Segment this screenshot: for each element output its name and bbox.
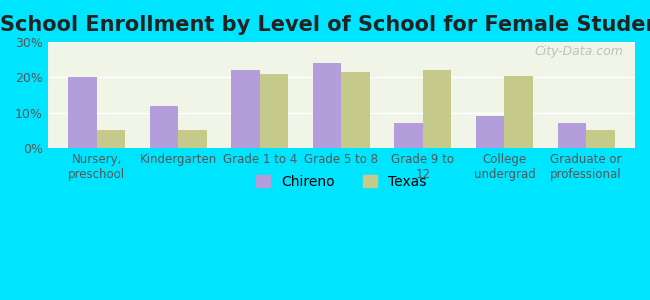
Legend: Chireno, Texas: Chireno, Texas xyxy=(250,168,433,196)
Bar xyxy=(178,130,207,148)
Bar xyxy=(476,116,504,148)
Title: School Enrollment by Level of School for Female Students: School Enrollment by Level of School for… xyxy=(0,15,650,35)
Bar xyxy=(68,77,97,148)
Bar xyxy=(97,130,125,148)
Bar xyxy=(423,70,452,148)
Bar xyxy=(586,130,615,148)
Bar xyxy=(504,76,533,148)
Bar xyxy=(231,70,260,148)
Bar xyxy=(313,63,341,148)
Bar xyxy=(150,106,178,148)
Bar xyxy=(395,123,423,148)
Bar xyxy=(558,123,586,148)
Bar xyxy=(260,74,289,148)
Text: City-Data.com: City-Data.com xyxy=(534,45,623,58)
Bar xyxy=(341,72,370,148)
